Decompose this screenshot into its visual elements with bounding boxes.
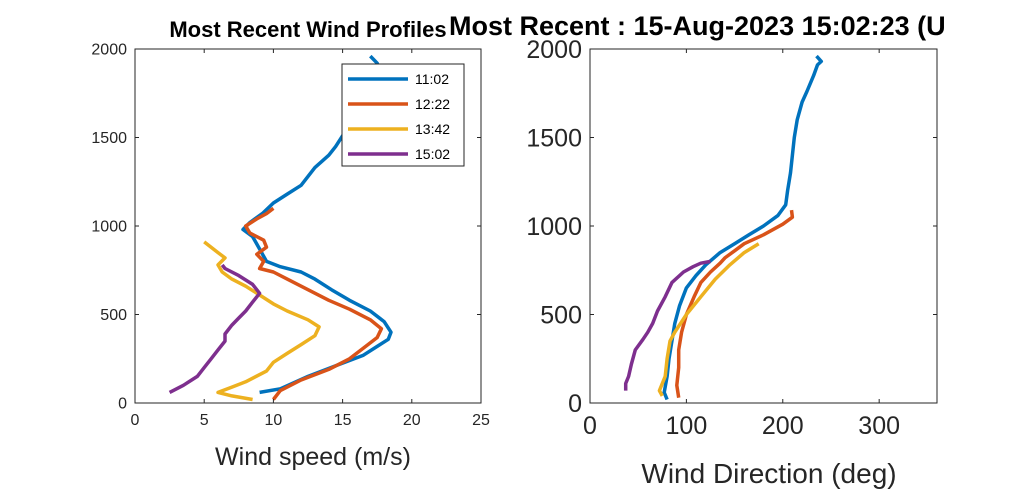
wind-speed-plot-area: 0 5 10 15 20 25 0 500 1000 1500 2000 11:02 12:22 13:4…	[91, 42, 490, 429]
y-tick-label: 0	[118, 396, 127, 413]
x-tick-label: 15	[334, 412, 352, 429]
x-tick-label: 10	[265, 412, 283, 429]
series-line-1502	[168, 263, 262, 394]
legend: 11:02 12:22 13:42 15:02	[341, 63, 465, 167]
legend-label: 12:22	[415, 96, 450, 112]
wind-direction-chart: 0 100 200 300 0 500 1000 1500 2000 Wind Directio…	[449, 11, 946, 489]
y-tick-label: 1500	[526, 124, 582, 152]
wind-speed-x-axis-label: Wind speed (m/s)	[215, 443, 411, 471]
x-tick-label: 300	[858, 412, 900, 440]
series-group	[623, 54, 824, 401]
x-tick-label: 20	[403, 412, 421, 429]
legend-label: 15:02	[415, 146, 450, 162]
y-tick-label: 500	[100, 307, 127, 324]
x-tick-label: 200	[762, 412, 804, 440]
y-tick-label: 1000	[526, 213, 582, 241]
y-tick-label: 2000	[526, 36, 582, 64]
x-tick-label: 0	[583, 412, 597, 440]
legend-box	[341, 63, 465, 167]
legend-label: 11:02	[415, 71, 449, 87]
y-tick-label: 500	[540, 301, 582, 329]
wind-speed-chart: Most Recent Wind Profiles 0 5 10 15 20 25 0 500…	[91, 17, 490, 471]
wind-direction-plot-area: 0 100 200 300 0 500 1000 1500 2000	[526, 36, 938, 440]
y-tick-label: 1000	[91, 219, 127, 236]
series-line-1222	[243, 206, 384, 401]
series-line-1342	[203, 240, 321, 402]
y-tick-label: 0	[568, 390, 582, 418]
wind-direction-chart-title: Most Recent : 15-Aug-2023 15:02:23 (U	[449, 11, 946, 41]
x-tick-label: 25	[472, 412, 490, 429]
wind-speed-chart-title: Most Recent Wind Profiles	[169, 17, 446, 42]
y-tick-label: 2000	[91, 42, 127, 59]
wind-direction-x-axis-label: Wind Direction (deg)	[641, 458, 896, 489]
series-line-1222	[675, 209, 795, 398]
x-tick-label: 5	[200, 412, 209, 429]
series-line-1342	[657, 242, 760, 397]
x-tick-label: 0	[131, 412, 140, 429]
y-tick-label: 1500	[91, 130, 127, 147]
legend-label: 13:42	[415, 121, 450, 137]
x-tick-label: 100	[666, 412, 708, 440]
series-line-1502	[623, 259, 711, 391]
